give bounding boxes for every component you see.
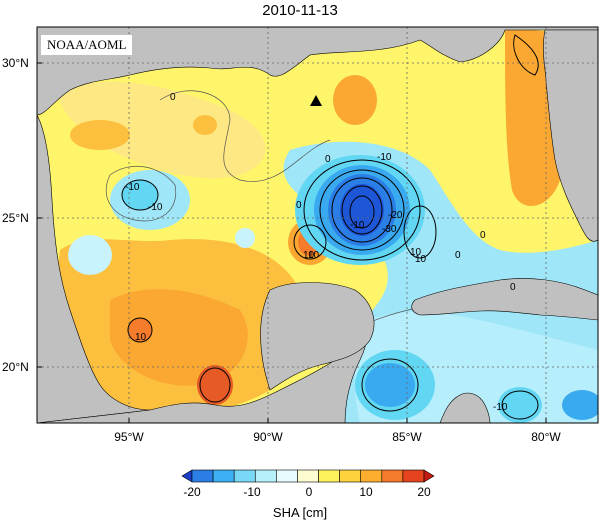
contour-line	[319, 169, 405, 251]
anomaly-region	[128, 318, 152, 342]
contour-label: 0	[325, 154, 331, 165]
anomaly-region	[235, 228, 255, 248]
contour-line	[199, 367, 231, 403]
land-north	[37, 27, 598, 116]
anomaly-region	[562, 390, 598, 420]
colorbar	[181, 469, 435, 483]
colorbar-tick-label: 20	[417, 485, 431, 499]
contour-line	[293, 224, 327, 260]
colorbar-swatch	[381, 469, 404, 483]
anomaly-region	[333, 75, 377, 125]
contour-label: 10	[303, 250, 315, 261]
contour-line	[349, 195, 375, 229]
contour-label: -30	[382, 224, 397, 235]
contour-label: -10	[350, 220, 365, 231]
contour-label: -10	[125, 182, 140, 193]
colorbar-swatch	[360, 469, 383, 483]
triangle-icon	[310, 95, 322, 106]
credit-label: NOAA/AOML	[41, 35, 133, 55]
contour-label: 10	[135, 332, 147, 343]
land-mexico-west	[37, 114, 151, 423]
contour-label: -10	[493, 402, 508, 413]
lat-label: 20°N	[2, 360, 29, 374]
map-frame	[36, 26, 599, 424]
anomaly-region	[197, 365, 233, 405]
colorbar-tick-label: 10	[359, 485, 373, 499]
anomaly-region	[110, 289, 248, 386]
contour-label: 0	[455, 250, 461, 261]
colorbar-swatch	[181, 469, 193, 483]
anomaly-region	[193, 115, 217, 135]
lon-label: 80°W	[531, 430, 561, 444]
land-yucatan	[260, 282, 375, 391]
anomaly-region	[70, 120, 130, 150]
contour-line	[127, 317, 153, 343]
contour-label: -10	[148, 202, 163, 213]
anomaly-region	[122, 180, 158, 210]
lat-label: 30°N	[2, 56, 29, 70]
contour-line	[513, 34, 539, 76]
lon-label: 85°W	[392, 430, 422, 444]
contour-label: 10	[308, 250, 320, 261]
contour-line	[121, 179, 159, 211]
colorbar-swatch	[318, 469, 340, 483]
contour-label: 10	[410, 247, 422, 258]
contour-line	[105, 166, 177, 222]
land-florida	[543, 29, 598, 242]
contour-line	[303, 159, 421, 261]
colorbar-swatch	[297, 469, 319, 483]
colorbar-tick-label: -10	[243, 485, 261, 499]
contour-label: 10	[415, 254, 427, 265]
contour-label: -10	[377, 152, 392, 163]
colorbar-swatch	[233, 469, 256, 483]
contour-label: 0	[170, 92, 176, 103]
contour-label: 0	[510, 282, 516, 293]
anomaly-region	[498, 387, 542, 423]
colorbar-swatch	[191, 469, 214, 483]
colorbar-swatch	[339, 469, 362, 483]
land-cuba	[411, 278, 598, 321]
contour-line	[403, 205, 437, 259]
contour-line	[341, 185, 383, 235]
colorbar-swatch	[402, 469, 425, 483]
anomaly-region	[340, 184, 384, 236]
colorbar-swatch	[254, 469, 277, 483]
contour-line	[361, 358, 419, 412]
colorbar-tick-label: 0	[305, 485, 313, 499]
colorbar-swatch	[212, 469, 235, 483]
contour-line	[501, 390, 539, 420]
anomaly-region	[68, 235, 112, 275]
anomaly-region	[59, 81, 266, 179]
lon-label: 95°W	[114, 430, 144, 444]
anomaly-region	[365, 363, 415, 407]
contour-line	[159, 90, 331, 182]
contour-label: -20	[388, 210, 403, 221]
contour-label: 0	[296, 200, 302, 211]
colorbar-swatch	[423, 469, 435, 483]
colorbar-swatch	[276, 469, 298, 483]
land-central-america	[439, 392, 491, 423]
colorbar-title: SHA [cm]	[272, 505, 328, 520]
contour-line	[331, 177, 393, 243]
lon-label: 90°W	[253, 430, 283, 444]
colorbar-tick-label: -20	[183, 485, 201, 499]
map-title: 2010-11-13	[262, 2, 338, 19]
contour-label: 0	[480, 230, 486, 241]
lat-label: 25°N	[2, 211, 29, 225]
